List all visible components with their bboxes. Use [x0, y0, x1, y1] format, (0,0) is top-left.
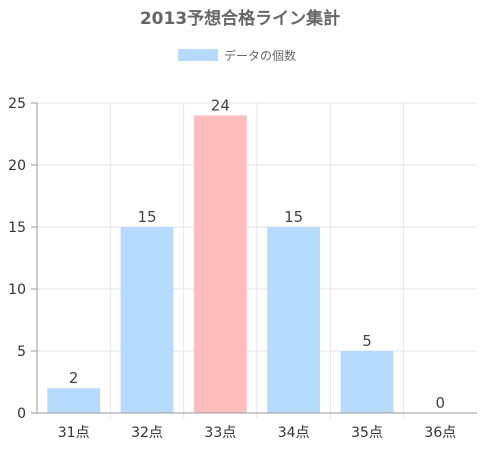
- legend-swatch: [178, 49, 218, 61]
- grid: [37, 102, 477, 419]
- legend-label: データの個数: [224, 48, 296, 63]
- y-tick-label: 0: [17, 406, 26, 422]
- bar[interactable]: [120, 227, 174, 413]
- x-tick-label: 36点: [424, 425, 456, 441]
- data-label: 0: [436, 394, 446, 412]
- bar[interactable]: [340, 351, 394, 413]
- x-tick-label: 32点: [131, 425, 163, 441]
- bar[interactable]: [267, 227, 321, 413]
- data-label: 15: [284, 208, 303, 226]
- data-labels: 2 15 24 15 5 0: [69, 96, 445, 412]
- x-tick-label: 31点: [58, 425, 90, 441]
- y-tick-label: 10: [8, 282, 26, 298]
- data-label: 5: [362, 332, 372, 350]
- x-tick-label: 33点: [204, 425, 236, 441]
- x-tick-label: 35点: [351, 425, 383, 441]
- data-label: 24: [211, 96, 230, 114]
- legend[interactable]: データの個数: [178, 48, 296, 63]
- bar[interactable]: [47, 388, 101, 413]
- data-label: 2: [69, 369, 79, 387]
- chart-title: 2013予想合格ライン集計: [140, 8, 340, 29]
- bars: [47, 115, 394, 414]
- y-tick-label: 15: [8, 220, 26, 236]
- bar[interactable]: [193, 115, 247, 414]
- y-tick-label: 25: [8, 96, 26, 112]
- data-label: 15: [137, 208, 156, 226]
- y-tick-label: 5: [17, 344, 26, 360]
- x-tick-label: 34点: [278, 425, 310, 441]
- y-tick-label: 20: [8, 158, 26, 174]
